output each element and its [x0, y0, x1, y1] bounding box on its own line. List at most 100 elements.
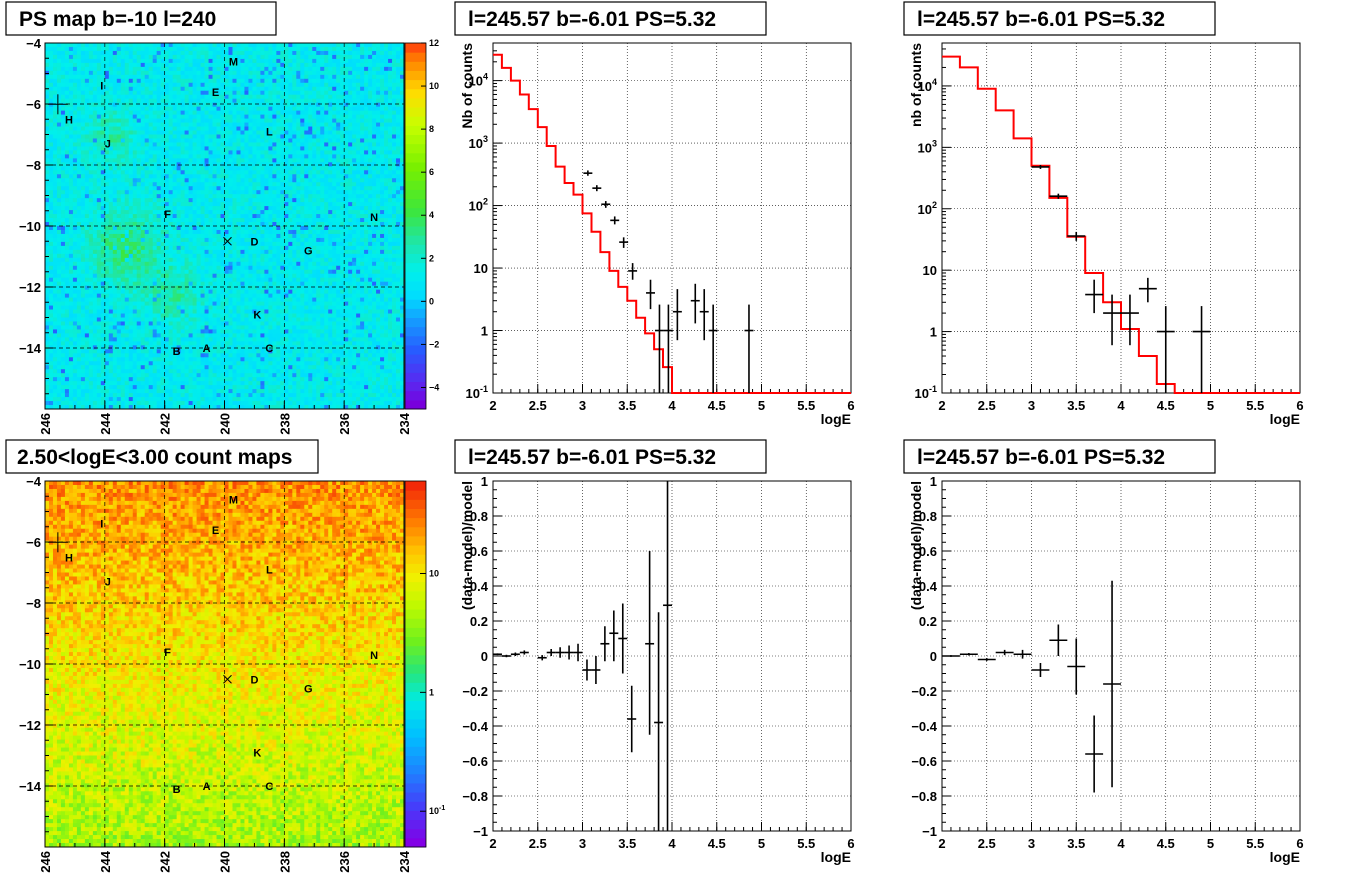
heatmap-cell [268, 70, 273, 76]
heatmap-cell [76, 218, 82, 223]
heatmap-cell [172, 214, 178, 219]
heatmap-cell [140, 102, 146, 108]
heatmap-cell [360, 138, 365, 143]
heatmap-cell [204, 86, 209, 92]
heatmap-cell [92, 194, 98, 199]
heatmap-cell [332, 198, 337, 203]
heatmap-cell [388, 194, 393, 199]
heatmap-cell [80, 166, 86, 171]
heatmap-cell [400, 202, 405, 207]
heatmap-cell [256, 178, 261, 183]
heatmap-cell [284, 114, 289, 119]
heatmap-cell [264, 50, 269, 56]
heatmap-cell [304, 170, 309, 175]
heatmap-cell [316, 50, 321, 56]
heatmap-cell [312, 198, 317, 203]
heatmap-cell [364, 174, 369, 179]
heatmap-cell [124, 226, 130, 231]
heatmap-cell [76, 154, 82, 159]
heatmap-cell [304, 198, 309, 203]
heatmap-cell [84, 150, 90, 155]
heatmap-cell [360, 170, 365, 175]
heatmap-cell [304, 106, 309, 112]
heatmap-cell [192, 130, 197, 135]
heatmap-cell [256, 222, 261, 227]
heatmap-cell [284, 178, 289, 183]
heatmap-cell [352, 166, 357, 171]
heatmap-cell [60, 62, 66, 68]
heatmap-cell [248, 78, 253, 84]
heatmap-cell [372, 194, 377, 199]
heatmap-cell [356, 154, 361, 159]
heatmap-cell [332, 229, 337, 235]
heatmap-cell [128, 90, 134, 96]
heatmap-cell [124, 74, 130, 80]
heatmap-cell [184, 70, 189, 76]
heatmap-cell [124, 182, 130, 187]
heatmap-cell [276, 66, 281, 72]
heatmap-cell [168, 94, 174, 100]
heatmap-cell [292, 70, 297, 76]
heatmap-cell [152, 126, 158, 131]
heatmap-cell [52, 118, 58, 123]
heatmap-cell [200, 170, 205, 175]
heatmap-cell [45, 110, 50, 116]
heatmap-cell [360, 122, 365, 127]
heatmap-cell [176, 233, 182, 239]
heatmap-cell [172, 162, 178, 167]
heatmap-cell [200, 78, 205, 84]
heatmap-cell [152, 249, 158, 255]
heatmap-cell [244, 43, 249, 48]
heatmap-cell [356, 74, 361, 80]
heatmap-cell [396, 237, 401, 243]
heatmap-cell [312, 253, 317, 259]
heatmap-cell [112, 126, 118, 131]
heatmap-cell [164, 253, 170, 259]
heatmap-cell [336, 166, 341, 171]
heatmap-cell [384, 142, 389, 147]
heatmap-cell [356, 249, 361, 255]
heatmap-cell [380, 110, 385, 116]
heatmap-cell [128, 74, 134, 80]
heatmap-cell [308, 154, 313, 159]
heatmap-cell [84, 146, 90, 151]
heatmap-cell [368, 166, 373, 171]
heatmap-cell [48, 142, 54, 147]
heatmap-cell [196, 114, 201, 119]
heatmap-cell [124, 118, 130, 123]
heatmap-cell [100, 154, 106, 159]
heatmap-cell [244, 102, 249, 108]
heatmap-cell [45, 218, 50, 223]
heatmap-cell [264, 126, 269, 131]
heatmap-cell [196, 214, 201, 219]
heatmap-cell [184, 257, 189, 263]
heatmap-cell [48, 222, 54, 227]
heatmap-cell [76, 98, 82, 104]
heatmap-cell [128, 66, 134, 72]
heatmap-cell [392, 134, 397, 139]
heatmap-cell [80, 50, 86, 56]
heatmap-cell [336, 253, 341, 259]
heatmap-cell [300, 154, 305, 159]
heatmap-cell [104, 214, 110, 219]
heatmap-cell [368, 222, 373, 227]
heatmap-cell [172, 146, 178, 151]
heatmap-cell [100, 70, 106, 76]
heatmap-cell [108, 70, 114, 76]
heatmap-cell [236, 74, 241, 80]
heatmap-cell [308, 233, 313, 239]
heatmap-cell [108, 186, 114, 191]
heatmap-cell [384, 174, 389, 179]
heatmap-cell [196, 186, 201, 191]
heatmap-cell [352, 150, 357, 155]
heatmap-cell [260, 102, 265, 108]
heatmap-cell [45, 174, 50, 179]
heatmap-cell [196, 245, 201, 251]
heatmap-cell [268, 198, 273, 203]
heatmap-cell [184, 122, 189, 127]
heatmap-cell [228, 154, 233, 159]
heatmap-cell [152, 94, 158, 100]
heatmap-cell [380, 106, 385, 112]
heatmap-cell [108, 158, 114, 163]
heatmap-cell [232, 241, 237, 247]
